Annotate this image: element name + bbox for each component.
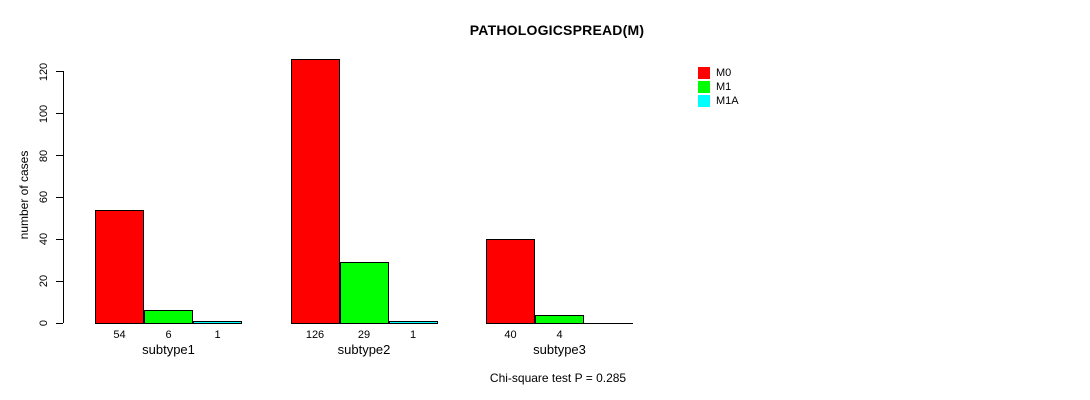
legend-swatch-m1a xyxy=(698,94,710,107)
bar-m0-subtype1 xyxy=(95,209,144,324)
legend-swatch-m1 xyxy=(698,80,710,93)
legend-label: M1 xyxy=(716,80,732,93)
chi-square-annotation: Chi-square test P = 0.285 xyxy=(489,371,627,385)
legend-label: M0 xyxy=(716,66,732,79)
bar-m1-subtype2 xyxy=(339,261,389,324)
y-tick-mark xyxy=(56,196,63,198)
bar-count-label: 54 xyxy=(113,329,126,341)
bar-count-label: 126 xyxy=(305,329,325,341)
bar-m1a-subtype1 xyxy=(193,320,242,324)
y-tick-mark xyxy=(56,155,63,157)
y-tick-label: 20 xyxy=(38,275,50,288)
bar-m1a-subtype3-zero xyxy=(584,322,633,324)
y-tick-label: 40 xyxy=(38,233,50,246)
legend-item-m1a: M1A xyxy=(698,94,739,107)
bar-m1-subtype1 xyxy=(144,309,193,324)
bar-m1a-subtype2 xyxy=(388,320,438,324)
legend-label: M1A xyxy=(716,94,739,107)
bar-count-label: 4 xyxy=(556,329,563,341)
bar-count-label: 1 xyxy=(214,329,221,341)
y-tick-mark xyxy=(56,113,63,115)
y-tick-mark xyxy=(56,280,63,282)
bar-m0-subtype3 xyxy=(486,238,535,324)
bar-count-label: 40 xyxy=(504,329,517,341)
bar-m1-subtype3 xyxy=(535,314,584,324)
y-tick-label: 100 xyxy=(38,104,50,123)
y-tick-mark xyxy=(56,322,63,324)
category-label-subtype2: subtype2 xyxy=(337,342,391,357)
bar-count-label: 1 xyxy=(409,329,417,341)
y-tick-label: 0 xyxy=(38,319,50,327)
y-tick-label: 120 xyxy=(38,62,50,82)
y-tick-label: 60 xyxy=(38,191,50,204)
y-axis-label: number of cases xyxy=(17,150,31,240)
y-tick-label: 80 xyxy=(38,149,50,162)
legend: M0 M1 M1A xyxy=(698,66,739,107)
bar-count-label: 6 xyxy=(165,329,172,341)
y-tick-mark xyxy=(56,71,63,73)
legend-swatch-m0 xyxy=(698,66,710,79)
category-label-subtype3: subtype3 xyxy=(533,342,586,357)
legend-item-m0: M0 xyxy=(698,66,739,79)
bar-count-label: 29 xyxy=(357,329,371,341)
category-label-subtype1: subtype1 xyxy=(142,342,195,357)
y-tick-mark xyxy=(56,238,63,240)
legend-item-m1: M1 xyxy=(698,80,739,93)
y-axis-line xyxy=(63,71,64,324)
chart-title: PATHOLOGICSPREAD(M) xyxy=(469,22,645,38)
bar-m0-subtype2 xyxy=(290,58,340,324)
